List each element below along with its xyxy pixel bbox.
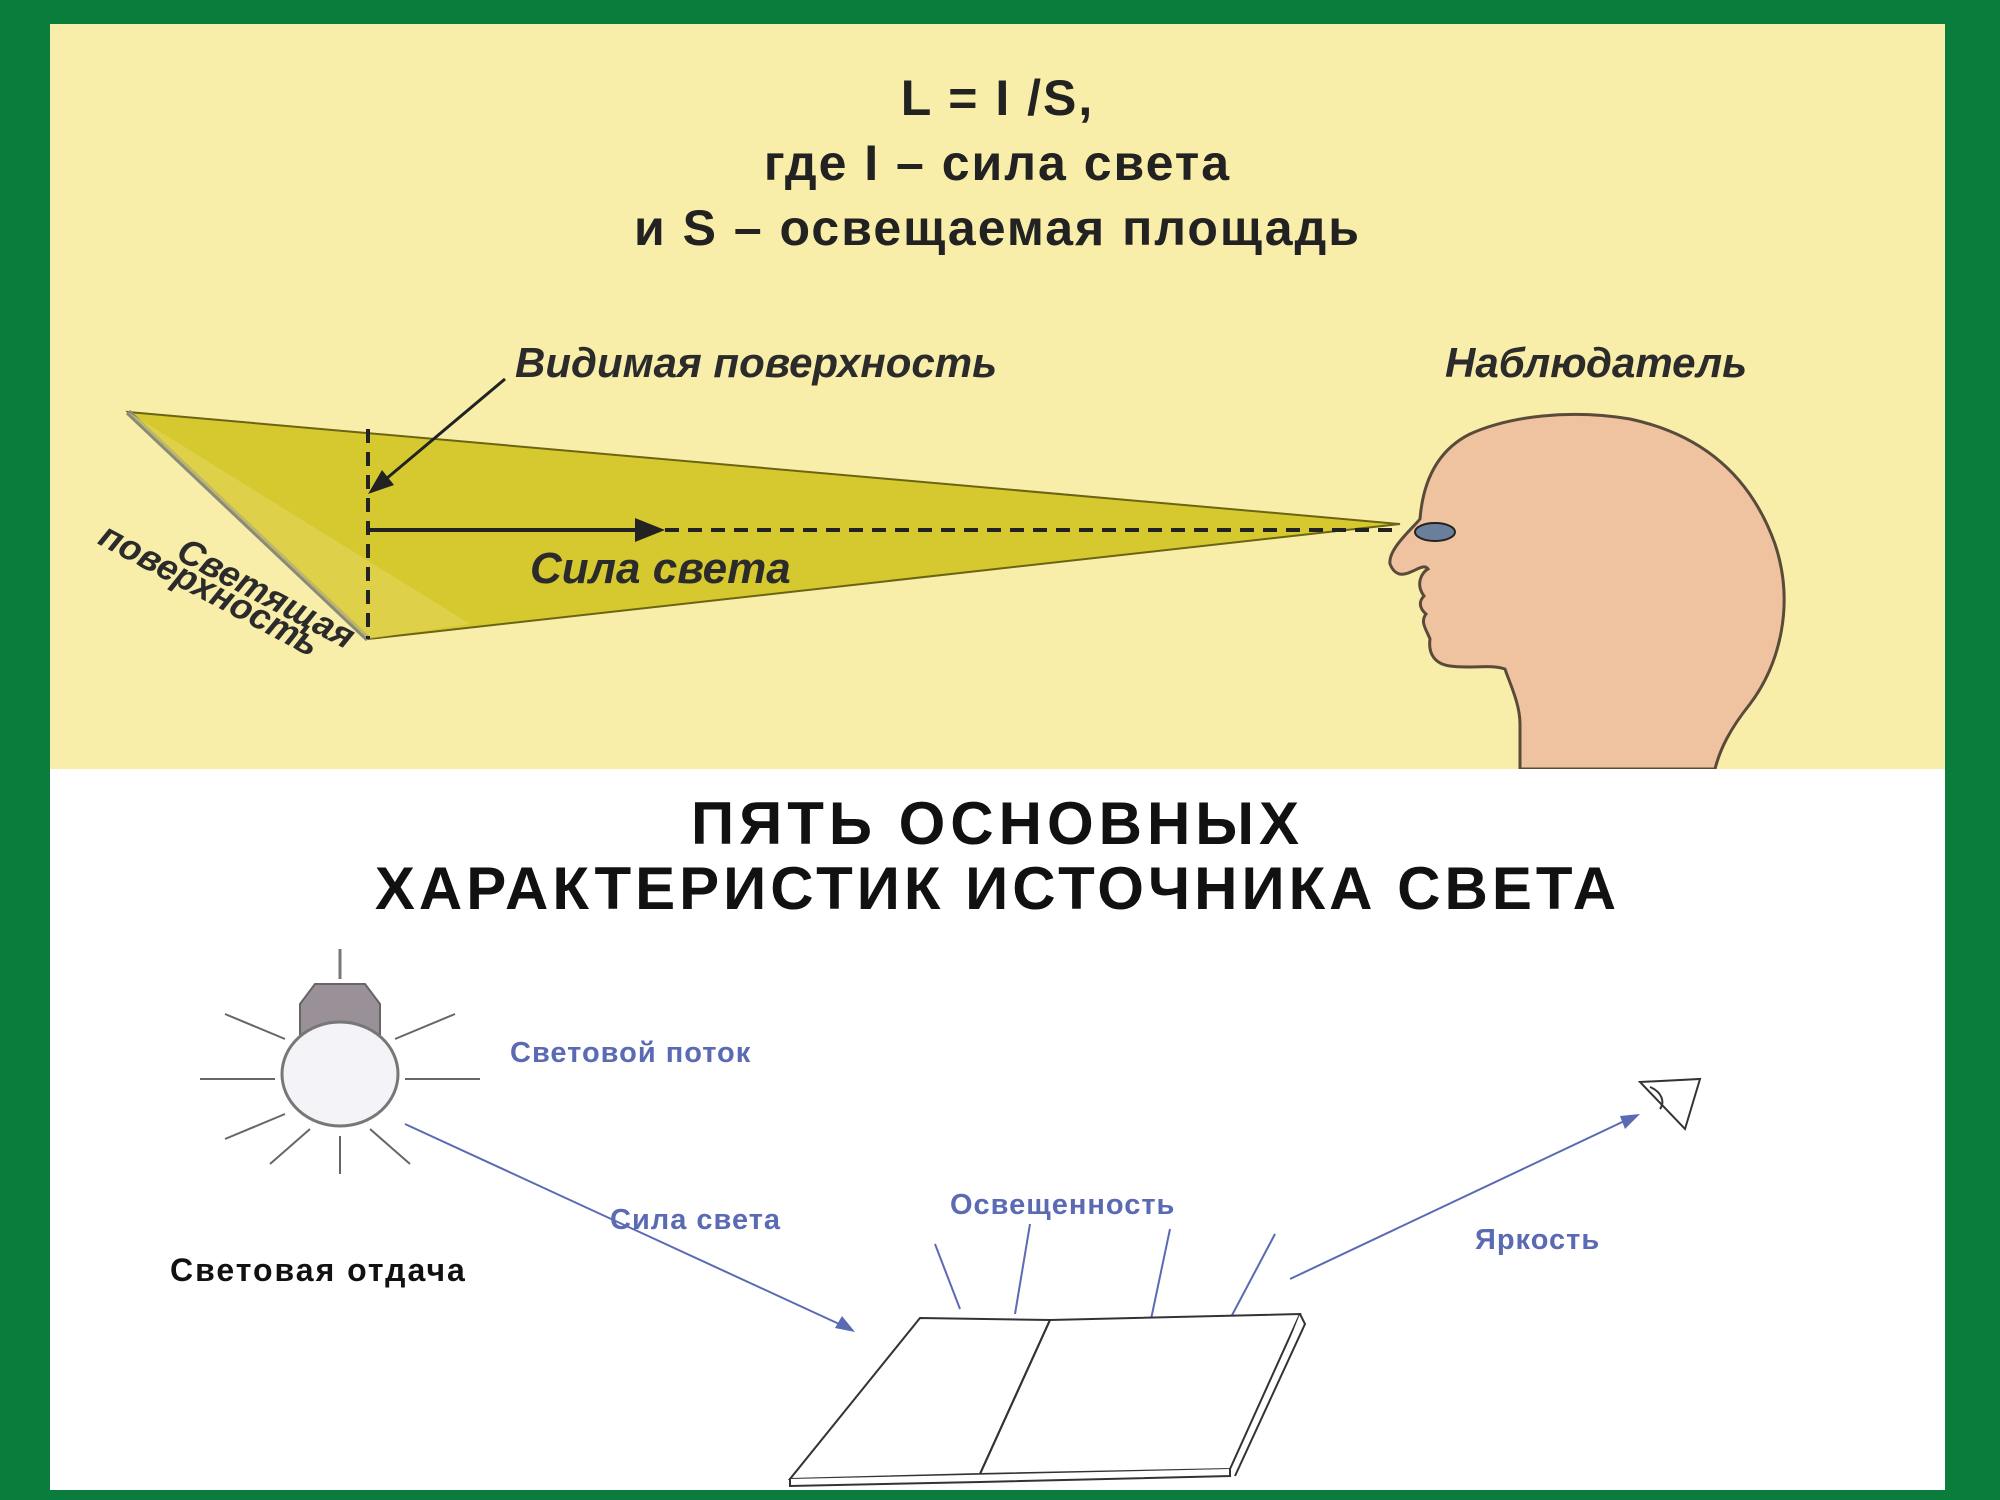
eye-icon	[1637, 1077, 1702, 1131]
formula-line-1: L = I /S,	[900, 70, 1095, 126]
intensity-arrow-head	[635, 518, 665, 542]
flux-label: Световой поток	[510, 1037, 752, 1069]
intensity-label-top: Сила света	[530, 544, 791, 593]
luminance-diagram	[125, 377, 1786, 769]
illuminance-label: Освещенность	[950, 1189, 1176, 1221]
visible-surface-pointer-head	[368, 470, 394, 494]
heading-line-2: ХАРАКТЕРИСТИК ИСТОЧНИКА СВЕТА	[374, 855, 1621, 922]
brightness-label: Яркость	[1475, 1224, 1601, 1256]
heading-line-1: ПЯТЬ ОСНОВНЫХ	[690, 790, 1305, 857]
observer-eye	[1414, 522, 1456, 542]
luminous-surface-strip	[128, 412, 470, 639]
formula-line-2: где I – сила света	[763, 135, 1232, 191]
observer-head	[1388, 412, 1786, 769]
visible-surface-pointer	[379, 377, 506, 486]
slide: L = I /S, где I – сила света и S – освещ…	[50, 24, 1945, 1490]
illuminance-arrows	[934, 1223, 1276, 1325]
light-bulb-icon	[280, 949, 400, 1128]
flux-rays	[200, 1013, 480, 1174]
observer-label: Наблюдатель	[1445, 339, 1748, 386]
formula-line-3: и S – освещаемая площадь	[633, 200, 1362, 256]
open-book-icon	[787, 1312, 1307, 1488]
luminance-panel: L = I /S, где I – сила света и S – освещ…	[50, 24, 1945, 769]
intensity-label-bottom: Сила света	[610, 1204, 782, 1236]
efficacy-label: Световая отдача	[170, 1252, 467, 1288]
intensity-arrow-head-bottom	[835, 1316, 855, 1332]
brightness-arrow-head	[1620, 1114, 1640, 1129]
visible-surface-label: Видимая поверхность	[515, 339, 998, 386]
